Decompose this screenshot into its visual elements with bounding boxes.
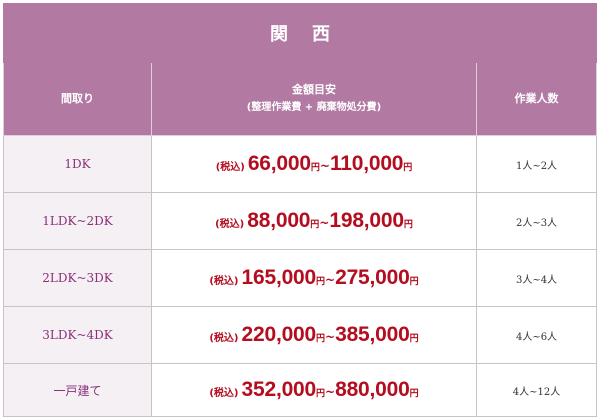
table-row: 1LDK~2DK (税込) 88,000円~198,000円 2人~3人	[3, 192, 598, 250]
price-cell: (税込) 220,000円~385,000円	[151, 306, 477, 364]
price-min: 66,000	[247, 152, 311, 175]
header-people: 作業人数	[475, 62, 598, 136]
yen-label: 円	[409, 389, 419, 399]
price-min: 165,000	[241, 266, 317, 289]
range-tilde: ~	[319, 216, 330, 230]
yen-label: 円	[403, 163, 413, 173]
region-title: 関西	[2, 3, 598, 63]
price-table: 関西 間取り 金額目安 (整理作業費 + 廃棄物処分費) 作業人数 1DK (税…	[2, 3, 598, 417]
range-tilde: ~	[325, 385, 336, 399]
yen-label: 円	[403, 220, 413, 230]
price-cell: (税込) 88,000円~198,000円	[151, 192, 477, 250]
people-cell: 3人~4人	[475, 249, 598, 307]
range-tilde: ~	[325, 273, 336, 287]
table-row: 一戸建て (税込) 352,000円~880,000円 4人~12人	[3, 363, 598, 417]
yen-label: 円	[409, 334, 419, 344]
table-row: 3LDK~4DK (税込) 220,000円~385,000円 4人~6人	[3, 306, 598, 364]
yen-label: 円	[316, 389, 326, 399]
layout-cell: 3LDK~4DK	[3, 306, 152, 364]
people-cell: 2人~3人	[475, 192, 598, 250]
yen-label: 円	[316, 277, 326, 287]
price-max: 880,000	[335, 378, 410, 401]
price-cell: (税込) 66,000円~110,000円	[151, 135, 477, 193]
price-max: 198,000	[329, 209, 404, 232]
yen-label: 円	[310, 163, 320, 173]
yen-label: 円	[409, 277, 419, 287]
price-min: 88,000	[247, 209, 311, 232]
layout-cell: 一戸建て	[3, 363, 152, 417]
layout-cell: 2LDK~3DK	[3, 249, 152, 307]
table-row: 1DK (税込) 66,000円~110,000円 1人~2人	[3, 135, 598, 193]
header-price-subtitle: (整理作業費 + 廃棄物処分費)	[246, 102, 382, 113]
people-cell: 1人~2人	[475, 135, 598, 193]
range-tilde: ~	[319, 159, 330, 173]
layout-cell: 1DK	[3, 135, 152, 193]
price-max: 110,000	[329, 152, 404, 175]
price-cell: (税込) 352,000円~880,000円	[151, 363, 477, 417]
people-cell: 4人~12人	[475, 363, 598, 417]
price-max: 275,000	[335, 266, 410, 289]
layout-cell: 1LDK~2DK	[3, 192, 152, 250]
tax-label: (税込)	[215, 219, 245, 230]
yen-label: 円	[310, 220, 320, 230]
range-tilde: ~	[325, 330, 336, 344]
price-table-wrapper: 関西 間取り 金額目安 (整理作業費 + 廃棄物処分費) 作業人数 1DK (税…	[2, 3, 598, 417]
header-layout: 間取り	[3, 62, 152, 136]
header-price-title: 金額目安	[292, 83, 336, 96]
price-cell: (税込) 165,000円~275,000円	[151, 249, 477, 307]
tax-label: (税込)	[215, 162, 245, 173]
people-cell: 4人~6人	[475, 306, 598, 364]
header-price: 金額目安 (整理作業費 + 廃棄物処分費)	[151, 62, 477, 136]
tax-label: (税込)	[209, 276, 239, 287]
tax-label: (税込)	[209, 333, 239, 344]
price-min: 220,000	[241, 323, 317, 346]
yen-label: 円	[316, 334, 326, 344]
price-min: 352,000	[241, 378, 317, 401]
table-row: 2LDK~3DK (税込) 165,000円~275,000円 3人~4人	[3, 249, 598, 307]
price-max: 385,000	[335, 323, 410, 346]
tax-label: (税込)	[209, 388, 239, 399]
